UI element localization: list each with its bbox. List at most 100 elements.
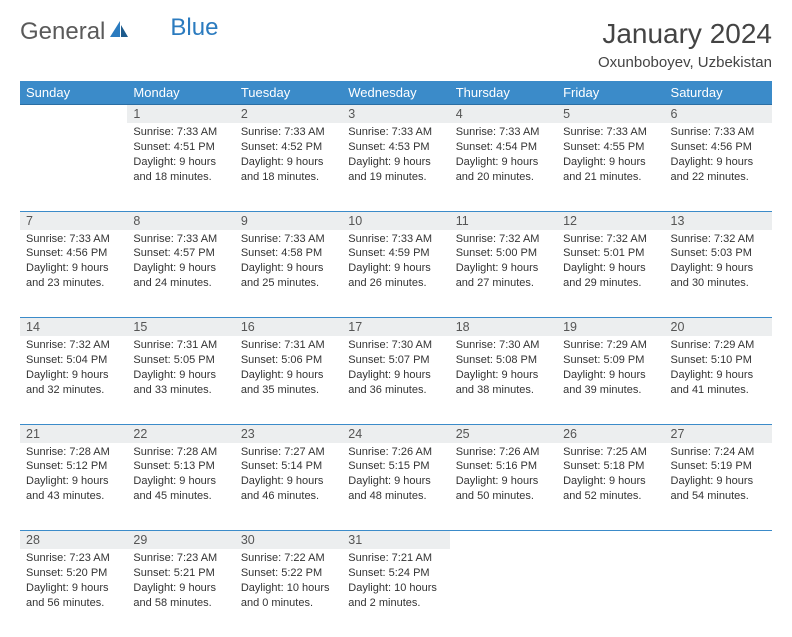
sunset-text: Sunset: 5:24 PM (348, 566, 443, 581)
sunrise-text: Sunrise: 7:33 AM (133, 232, 228, 247)
day-detail-cell: Sunrise: 7:31 AMSunset: 5:05 PMDaylight:… (127, 336, 234, 424)
sunrise-text: Sunrise: 7:25 AM (563, 445, 658, 460)
day-number-cell: 8 (127, 211, 234, 230)
day-number-cell: 11 (450, 211, 557, 230)
daylight-text: Daylight: 9 hours and 35 minutes. (241, 368, 336, 398)
sunset-text: Sunset: 4:56 PM (26, 246, 121, 261)
sunrise-text: Sunrise: 7:30 AM (348, 338, 443, 353)
day-detail-cell: Sunrise: 7:33 AMSunset: 4:59 PMDaylight:… (342, 230, 449, 318)
calendar-table: Sunday Monday Tuesday Wednesday Thursday… (20, 81, 772, 637)
sunrise-text: Sunrise: 7:33 AM (348, 125, 443, 140)
sunset-text: Sunset: 5:21 PM (133, 566, 228, 581)
day-number-cell: 20 (665, 318, 772, 337)
day-number-cell: 10 (342, 211, 449, 230)
logo-text-blue: Blue (170, 14, 218, 42)
sunrise-text: Sunrise: 7:22 AM (241, 551, 336, 566)
day-detail-cell (450, 549, 557, 637)
logo: General Blue (20, 18, 218, 46)
daylight-text: Daylight: 9 hours and 41 minutes. (671, 368, 766, 398)
day-number-cell: 28 (20, 531, 127, 550)
sunset-text: Sunset: 5:19 PM (671, 459, 766, 474)
day-number-cell: 31 (342, 531, 449, 550)
sunset-text: Sunset: 5:04 PM (26, 353, 121, 368)
daylight-text: Daylight: 9 hours and 19 minutes. (348, 155, 443, 185)
weekday-header: Monday (127, 81, 234, 105)
day-detail-cell: Sunrise: 7:23 AMSunset: 5:20 PMDaylight:… (20, 549, 127, 637)
sunrise-text: Sunrise: 7:33 AM (671, 125, 766, 140)
weekday-header: Sunday (20, 81, 127, 105)
sunrise-text: Sunrise: 7:26 AM (456, 445, 551, 460)
daylight-text: Daylight: 9 hours and 29 minutes. (563, 261, 658, 291)
daylight-text: Daylight: 9 hours and 22 minutes. (671, 155, 766, 185)
sunset-text: Sunset: 4:52 PM (241, 140, 336, 155)
sunset-text: Sunset: 5:07 PM (348, 353, 443, 368)
sunset-text: Sunset: 5:18 PM (563, 459, 658, 474)
sunrise-text: Sunrise: 7:32 AM (563, 232, 658, 247)
day-number-cell: 14 (20, 318, 127, 337)
sunrise-text: Sunrise: 7:33 AM (241, 232, 336, 247)
sunset-text: Sunset: 5:01 PM (563, 246, 658, 261)
day-number-cell: 26 (557, 424, 664, 443)
sunrise-text: Sunrise: 7:33 AM (133, 125, 228, 140)
day-detail-cell: Sunrise: 7:30 AMSunset: 5:08 PMDaylight:… (450, 336, 557, 424)
day-detail-cell: Sunrise: 7:32 AMSunset: 5:01 PMDaylight:… (557, 230, 664, 318)
daylight-text: Daylight: 9 hours and 38 minutes. (456, 368, 551, 398)
day-detail-cell: Sunrise: 7:28 AMSunset: 5:12 PMDaylight:… (20, 443, 127, 531)
daylight-text: Daylight: 9 hours and 36 minutes. (348, 368, 443, 398)
sunrise-text: Sunrise: 7:29 AM (671, 338, 766, 353)
sunset-text: Sunset: 4:54 PM (456, 140, 551, 155)
day-number-cell: 18 (450, 318, 557, 337)
sunset-text: Sunset: 5:16 PM (456, 459, 551, 474)
daylight-text: Daylight: 9 hours and 33 minutes. (133, 368, 228, 398)
daylight-text: Daylight: 9 hours and 45 minutes. (133, 474, 228, 504)
sunset-text: Sunset: 5:10 PM (671, 353, 766, 368)
sunset-text: Sunset: 5:15 PM (348, 459, 443, 474)
day-detail-cell: Sunrise: 7:28 AMSunset: 5:13 PMDaylight:… (127, 443, 234, 531)
sunset-text: Sunset: 5:03 PM (671, 246, 766, 261)
day-detail-cell: Sunrise: 7:33 AMSunset: 4:58 PMDaylight:… (235, 230, 342, 318)
day-detail-cell: Sunrise: 7:33 AMSunset: 4:53 PMDaylight:… (342, 123, 449, 211)
sunrise-text: Sunrise: 7:29 AM (563, 338, 658, 353)
day-detail-cell (557, 549, 664, 637)
sunset-text: Sunset: 5:05 PM (133, 353, 228, 368)
daylight-text: Daylight: 9 hours and 23 minutes. (26, 261, 121, 291)
day-number-cell: 9 (235, 211, 342, 230)
day-detail-cell: Sunrise: 7:33 AMSunset: 4:51 PMDaylight:… (127, 123, 234, 211)
day-number-cell: 27 (665, 424, 772, 443)
daylight-text: Daylight: 9 hours and 54 minutes. (671, 474, 766, 504)
daylight-text: Daylight: 9 hours and 39 minutes. (563, 368, 658, 398)
sunset-text: Sunset: 5:09 PM (563, 353, 658, 368)
detail-row: Sunrise: 7:33 AMSunset: 4:51 PMDaylight:… (20, 123, 772, 211)
detail-row: Sunrise: 7:32 AMSunset: 5:04 PMDaylight:… (20, 336, 772, 424)
day-detail-cell: Sunrise: 7:33 AMSunset: 4:56 PMDaylight:… (665, 123, 772, 211)
day-number-cell: 23 (235, 424, 342, 443)
daylight-text: Daylight: 9 hours and 43 minutes. (26, 474, 121, 504)
day-number-cell: 16 (235, 318, 342, 337)
title-block: January 2024 Oxunboboyev, Uzbekistan (598, 18, 772, 71)
daylight-text: Daylight: 10 hours and 2 minutes. (348, 581, 443, 611)
daylight-text: Daylight: 9 hours and 58 minutes. (133, 581, 228, 611)
sunset-text: Sunset: 4:59 PM (348, 246, 443, 261)
sunrise-text: Sunrise: 7:24 AM (671, 445, 766, 460)
day-detail-cell: Sunrise: 7:33 AMSunset: 4:56 PMDaylight:… (20, 230, 127, 318)
daylight-text: Daylight: 9 hours and 26 minutes. (348, 261, 443, 291)
day-number-cell: 13 (665, 211, 772, 230)
weekday-header: Wednesday (342, 81, 449, 105)
daylight-text: Daylight: 9 hours and 56 minutes. (26, 581, 121, 611)
sunset-text: Sunset: 4:53 PM (348, 140, 443, 155)
day-detail-cell: Sunrise: 7:27 AMSunset: 5:14 PMDaylight:… (235, 443, 342, 531)
day-detail-cell: Sunrise: 7:31 AMSunset: 5:06 PMDaylight:… (235, 336, 342, 424)
day-detail-cell: Sunrise: 7:33 AMSunset: 4:57 PMDaylight:… (127, 230, 234, 318)
sunrise-text: Sunrise: 7:33 AM (563, 125, 658, 140)
sunset-text: Sunset: 4:58 PM (241, 246, 336, 261)
day-number-cell: 1 (127, 105, 234, 124)
day-number-cell: 30 (235, 531, 342, 550)
day-detail-cell: Sunrise: 7:22 AMSunset: 5:22 PMDaylight:… (235, 549, 342, 637)
day-number-cell: 5 (557, 105, 664, 124)
daylight-text: Daylight: 9 hours and 27 minutes. (456, 261, 551, 291)
sunrise-text: Sunrise: 7:23 AM (133, 551, 228, 566)
day-number-cell: 22 (127, 424, 234, 443)
daylight-text: Daylight: 10 hours and 0 minutes. (241, 581, 336, 611)
header: General Blue January 2024 Oxunboboyev, U… (20, 18, 772, 71)
sunset-text: Sunset: 5:22 PM (241, 566, 336, 581)
